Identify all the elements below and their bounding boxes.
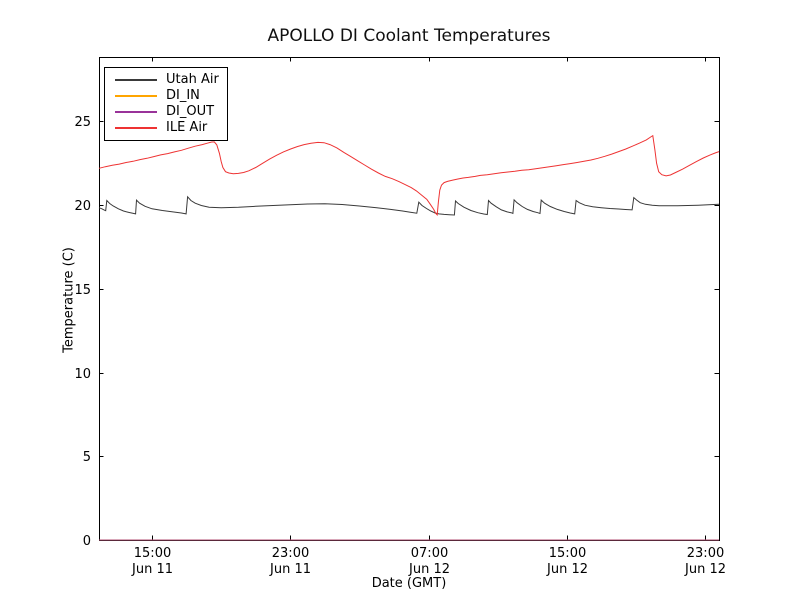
x-tick-label-date: Jun 11: [131, 562, 173, 577]
y-tick-label: 5: [83, 450, 91, 465]
x-axis-label: Date (GMT): [371, 576, 447, 591]
x-tick-label-date: Jun 12: [546, 562, 588, 577]
legend-item-utah-air: Utah Air: [115, 72, 221, 88]
x-tick-label-date: Jun 12: [684, 562, 726, 577]
y-axis-label: Temperature (C): [61, 247, 77, 353]
ile-air-line-swatch: [115, 127, 157, 129]
legend: Utah Air DI_IN DI_OUT ILE Air: [104, 67, 228, 141]
legend-item-di-in: DI_IN: [115, 88, 221, 104]
x-tick-label-date: Jun 11: [269, 562, 311, 577]
utah-air-line: [98, 195, 720, 216]
legend-item-ile-air: ILE Air: [115, 120, 221, 136]
legend-label: ILE Air: [166, 120, 208, 135]
y-tick-label: 10: [74, 367, 91, 382]
x-tick-label-time: 15:00: [549, 546, 586, 561]
legend-item-di-out: DI_OUT: [115, 104, 221, 120]
utah-air-line-swatch: [115, 79, 157, 81]
y-tick-label: 15: [74, 283, 91, 298]
ile-air-line: [98, 134, 720, 217]
x-tick-label-time: 15:00: [134, 546, 171, 561]
x-tick-label-time: 07:00: [411, 546, 448, 561]
legend-label: DI_IN: [166, 88, 200, 103]
di-in-line-swatch: [115, 95, 157, 97]
y-tick-label: 25: [74, 115, 91, 130]
y-tick-label: 0: [83, 534, 91, 549]
legend-label: DI_OUT: [166, 104, 215, 119]
y-tick-label: 20: [74, 199, 91, 214]
x-tick-label-date: Jun 12: [408, 562, 450, 577]
legend-label: Utah Air: [166, 72, 219, 87]
x-tick-label-time: 23:00: [272, 546, 309, 561]
chart-title: APOLLO DI Coolant Temperatures: [267, 26, 551, 46]
x-tick-label-time: 23:00: [687, 546, 724, 561]
di-out-line-swatch: [115, 111, 157, 113]
